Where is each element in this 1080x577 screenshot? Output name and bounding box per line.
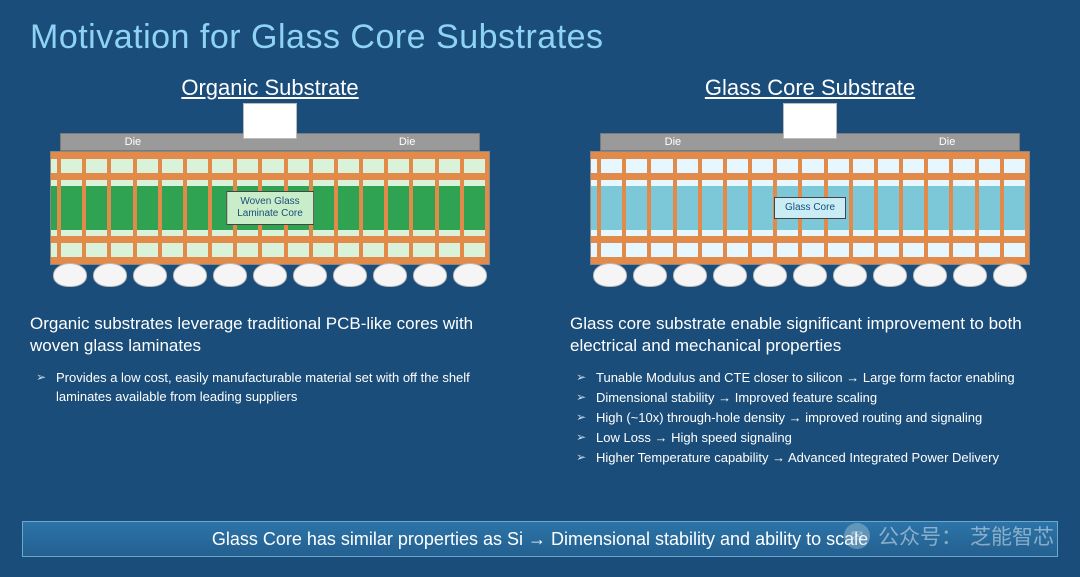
glass-column: Glass Core Substrate Die . Die — [570, 75, 1050, 468]
organic-column: Organic Substrate Die . Die — [30, 75, 510, 468]
organic-heading: Organic Substrate — [30, 75, 510, 101]
solder-ball-icon — [213, 263, 247, 287]
solder-ball-icon — [913, 263, 947, 287]
via-icon — [359, 152, 363, 264]
slide-title: Motivation for Glass Core Substrates — [30, 18, 1050, 57]
via-icon — [485, 152, 489, 264]
via-icon — [334, 152, 338, 264]
glass-core-label: Glass Core — [774, 197, 846, 219]
via-icon — [899, 152, 903, 264]
watermark: ✉ 公众号： 芝能智芯 — [844, 521, 1054, 551]
watermark-prefix: 公众号： — [878, 521, 962, 551]
via-icon — [1025, 152, 1029, 264]
via-icon — [949, 152, 953, 264]
glass-diagram: Die . Die Gl — [580, 103, 1040, 293]
solder-ball-icon — [833, 263, 867, 287]
solder-ball-icon — [593, 263, 627, 287]
glass-description: Glass core substrate enable significant … — [570, 313, 1050, 357]
solder-ball-icon — [873, 263, 907, 287]
wechat-icon: ✉ — [844, 523, 870, 549]
via-icon — [975, 152, 979, 264]
via-icon — [1000, 152, 1004, 264]
solder-ball-icon — [173, 263, 207, 287]
via-icon — [723, 152, 727, 264]
via-icon — [82, 152, 86, 264]
via-icon — [849, 152, 853, 264]
via-icon — [673, 152, 677, 264]
slide-root: Motivation for Glass Core Substrates Org… — [0, 0, 1080, 468]
solder-ball-icon — [333, 263, 367, 287]
via-icon — [874, 152, 878, 264]
top-chip-icon — [243, 103, 297, 139]
solder-ball-icon — [753, 263, 787, 287]
via-icon — [597, 152, 601, 264]
solder-ball-icon — [293, 263, 327, 287]
solder-ball-icon — [413, 263, 447, 287]
glass-diagram-wrap: Die . Die Gl — [570, 103, 1050, 293]
glass-bullets: Tunable Modulus and CTE closer to silico… — [570, 369, 1050, 467]
watermark-name: 芝能智芯 — [970, 521, 1054, 551]
solder-ball-icon — [373, 263, 407, 287]
solder-ball-icon — [133, 263, 167, 287]
top-chip-icon — [783, 103, 837, 139]
solder-ball-icon — [453, 263, 487, 287]
via-icon — [158, 152, 162, 264]
glass-substrate-body: Glass Core — [590, 151, 1030, 265]
organic-diagram: Die . Die Wo — [40, 103, 500, 293]
glass-solder-balls — [590, 263, 1030, 285]
solder-ball-icon — [93, 263, 127, 287]
via-icon — [460, 152, 464, 264]
bullet-item: High (~10x) through-hole density → impro… — [596, 409, 1050, 428]
via-icon — [107, 152, 111, 264]
solder-ball-icon — [713, 263, 747, 287]
organic-core-label: Woven GlassLaminate Core — [226, 191, 314, 225]
die-label: Die — [125, 136, 142, 148]
organic-bullets: Provides a low cost, easily manufacturab… — [30, 369, 510, 407]
solder-ball-icon — [633, 263, 667, 287]
via-icon — [748, 152, 752, 264]
via-icon — [384, 152, 388, 264]
columns-wrap: Organic Substrate Die . Die — [30, 75, 1050, 468]
die-label: Die — [399, 136, 416, 148]
organic-diagram-wrap: Die . Die Wo — [30, 103, 510, 293]
via-icon — [435, 152, 439, 264]
via-icon — [622, 152, 626, 264]
die-label: Die — [939, 136, 956, 148]
bullet-item: Tunable Modulus and CTE closer to silico… — [596, 369, 1050, 388]
organic-substrate-body: Woven GlassLaminate Core — [50, 151, 490, 265]
solder-ball-icon — [253, 263, 287, 287]
via-icon — [133, 152, 137, 264]
die-label: Die — [665, 136, 682, 148]
via-icon — [647, 152, 651, 264]
organic-solder-balls — [50, 263, 490, 285]
via-icon — [208, 152, 212, 264]
via-icon — [698, 152, 702, 264]
bullet-item: Low Loss → High speed signaling — [596, 429, 1050, 448]
via-icon — [183, 152, 187, 264]
bullet-item: Higher Temperature capability → Advanced… — [596, 449, 1050, 468]
via-icon — [409, 152, 413, 264]
glass-heading: Glass Core Substrate — [570, 75, 1050, 101]
bullet-item: Provides a low cost, easily manufacturab… — [56, 369, 510, 407]
organic-description: Organic substrates leverage traditional … — [30, 313, 510, 357]
solder-ball-icon — [53, 263, 87, 287]
bullet-item: Dimensional stability → Improved feature… — [596, 389, 1050, 408]
solder-ball-icon — [993, 263, 1027, 287]
via-icon — [924, 152, 928, 264]
solder-ball-icon — [673, 263, 707, 287]
via-icon — [57, 152, 61, 264]
solder-ball-icon — [953, 263, 987, 287]
solder-ball-icon — [793, 263, 827, 287]
